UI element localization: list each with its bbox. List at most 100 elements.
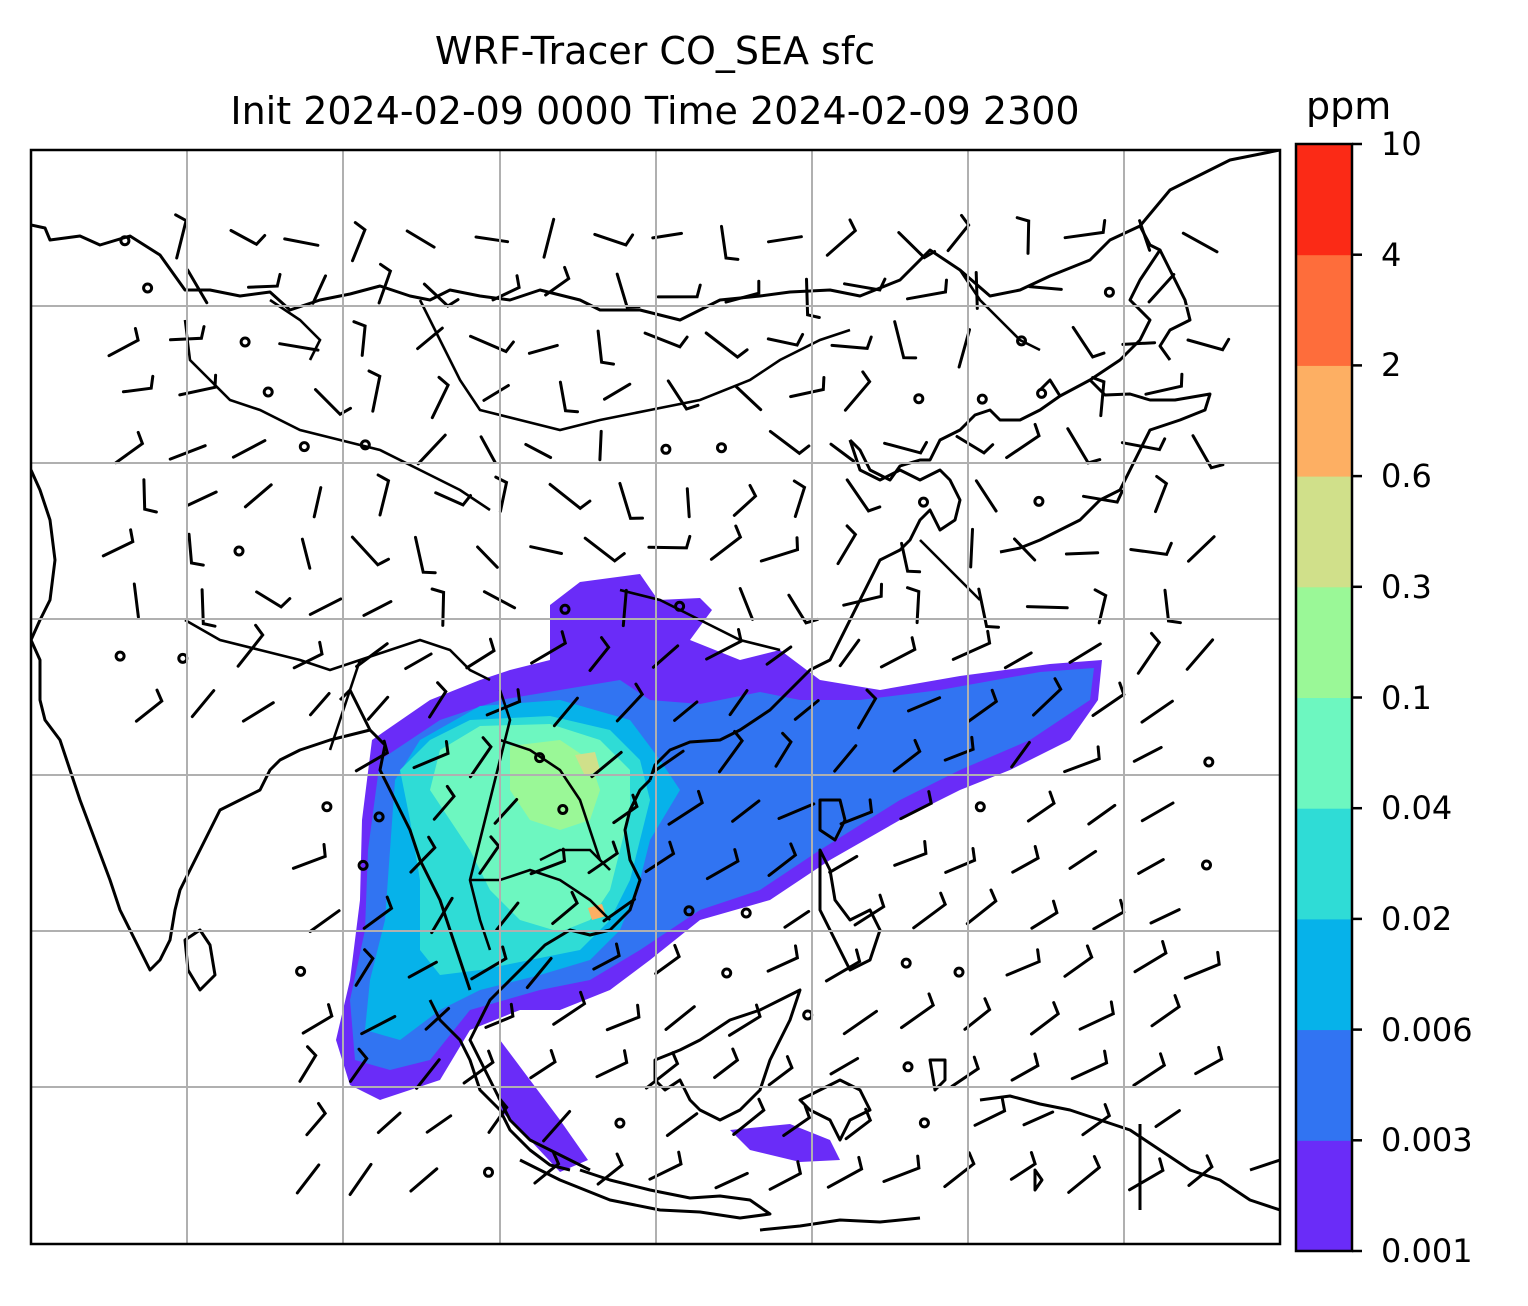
calm-wind-circle — [1016, 335, 1027, 347]
wind-barb — [899, 790, 933, 821]
calm-wind-circle — [142, 282, 154, 294]
wind-barb — [602, 897, 636, 923]
calm-wind-circle — [716, 442, 727, 454]
calm-wind-circle — [1033, 495, 1045, 507]
colorbar-segment — [1296, 808, 1352, 920]
wind-barb — [1120, 437, 1167, 452]
wind-barb — [1091, 376, 1106, 418]
calm-wind-circle — [900, 957, 912, 969]
wind-barb — [829, 442, 855, 463]
wind-barb — [494, 475, 509, 513]
wind-barb — [1063, 944, 1094, 978]
wind-barb — [720, 224, 740, 261]
wind-barb — [1067, 1155, 1102, 1194]
calm-wind-circle — [559, 603, 571, 615]
wind-barb — [412, 740, 450, 770]
wind-barb — [1011, 845, 1040, 874]
wind-barb — [598, 429, 603, 462]
calm-wind-circle — [295, 965, 307, 977]
wind-barb — [731, 799, 761, 823]
wind-barb — [1191, 434, 1225, 470]
wind-barb — [1132, 1052, 1167, 1087]
wind-barb — [734, 385, 763, 412]
wind-barb — [428, 681, 448, 719]
wind-barb — [1147, 273, 1176, 304]
colorbar-tick-label: 0.3 — [1381, 567, 1432, 606]
wind-barb — [255, 590, 292, 609]
wind-barb — [407, 960, 438, 979]
wind-barb — [843, 370, 872, 412]
calm-wind-circle — [177, 652, 189, 664]
wind-barb — [892, 738, 922, 773]
colorbar-segment — [1296, 918, 1352, 1031]
wind-barb — [558, 380, 579, 414]
wind-barb — [943, 1151, 976, 1189]
wind-barb — [836, 524, 858, 566]
gridlines — [31, 150, 1280, 1244]
wind-barb — [468, 736, 493, 779]
wind-barb — [787, 593, 819, 625]
wind-barb — [1010, 741, 1031, 769]
wind-barb — [1003, 651, 1033, 670]
wind-barb — [474, 235, 510, 244]
colorbar-tick-label: 0.006 — [1381, 1010, 1473, 1049]
wind-barb — [839, 798, 874, 826]
wind-barb — [1140, 699, 1174, 724]
wind-barb — [842, 1009, 878, 1036]
wind-barb — [615, 272, 641, 309]
calm-wind-circle — [1201, 859, 1212, 871]
wind-barb — [648, 1150, 683, 1181]
wind-barb — [593, 232, 635, 247]
wind-barb — [491, 274, 521, 302]
calm-wind-circle — [233, 545, 245, 557]
wind-barb — [647, 534, 692, 550]
calm-wind-circle — [918, 496, 929, 508]
wind-barb — [768, 1160, 803, 1191]
wind-barb — [432, 784, 456, 821]
wind-barb — [530, 630, 568, 665]
wind-barb — [595, 1049, 629, 1079]
wind-barb — [529, 1049, 557, 1080]
wind-barb — [362, 600, 393, 617]
wind-barb — [766, 944, 800, 973]
wind-barb — [709, 524, 743, 561]
plume-level-7 — [575, 752, 600, 776]
wind-barb — [900, 541, 922, 574]
wind-barb — [1144, 372, 1184, 396]
wind-barb — [906, 586, 921, 625]
wind-barb — [1129, 541, 1173, 557]
calm-wind-circle — [262, 386, 274, 398]
colorbar-tick-label: 10 — [1381, 125, 1422, 163]
calm-wind-circle — [239, 336, 251, 348]
wind-barb — [969, 527, 974, 569]
colorbar-unit: ppm — [1306, 84, 1392, 128]
wind-barb — [542, 217, 556, 259]
wind-barb — [416, 326, 444, 351]
wind-barb — [533, 1151, 561, 1185]
wind-barb — [654, 943, 681, 976]
wind-barb — [845, 478, 882, 513]
wind-barb — [974, 271, 979, 310]
calm-wind-circle — [953, 966, 965, 978]
wind-barb — [485, 688, 522, 717]
wind-barb — [965, 888, 998, 926]
wind-barb — [1064, 551, 1100, 556]
wind-barb — [354, 948, 375, 987]
colorbar-segment — [1296, 1029, 1352, 1141]
wind-barb — [1030, 899, 1059, 930]
wind-barb — [169, 325, 206, 342]
colorbar-segment — [1296, 476, 1352, 588]
wind-barb — [955, 435, 995, 455]
wind-barb — [705, 628, 743, 661]
wind-barb — [278, 342, 320, 352]
wind-barb — [309, 692, 331, 717]
wind-barb — [1005, 422, 1041, 460]
wind-barb — [950, 1055, 980, 1088]
wind-barb — [415, 1058, 441, 1090]
wind-barb — [1187, 1154, 1214, 1187]
colorbar-segment — [1296, 254, 1352, 366]
wind-barb — [906, 278, 948, 301]
wind-barb — [728, 1003, 762, 1037]
wind-barb — [1138, 219, 1152, 252]
